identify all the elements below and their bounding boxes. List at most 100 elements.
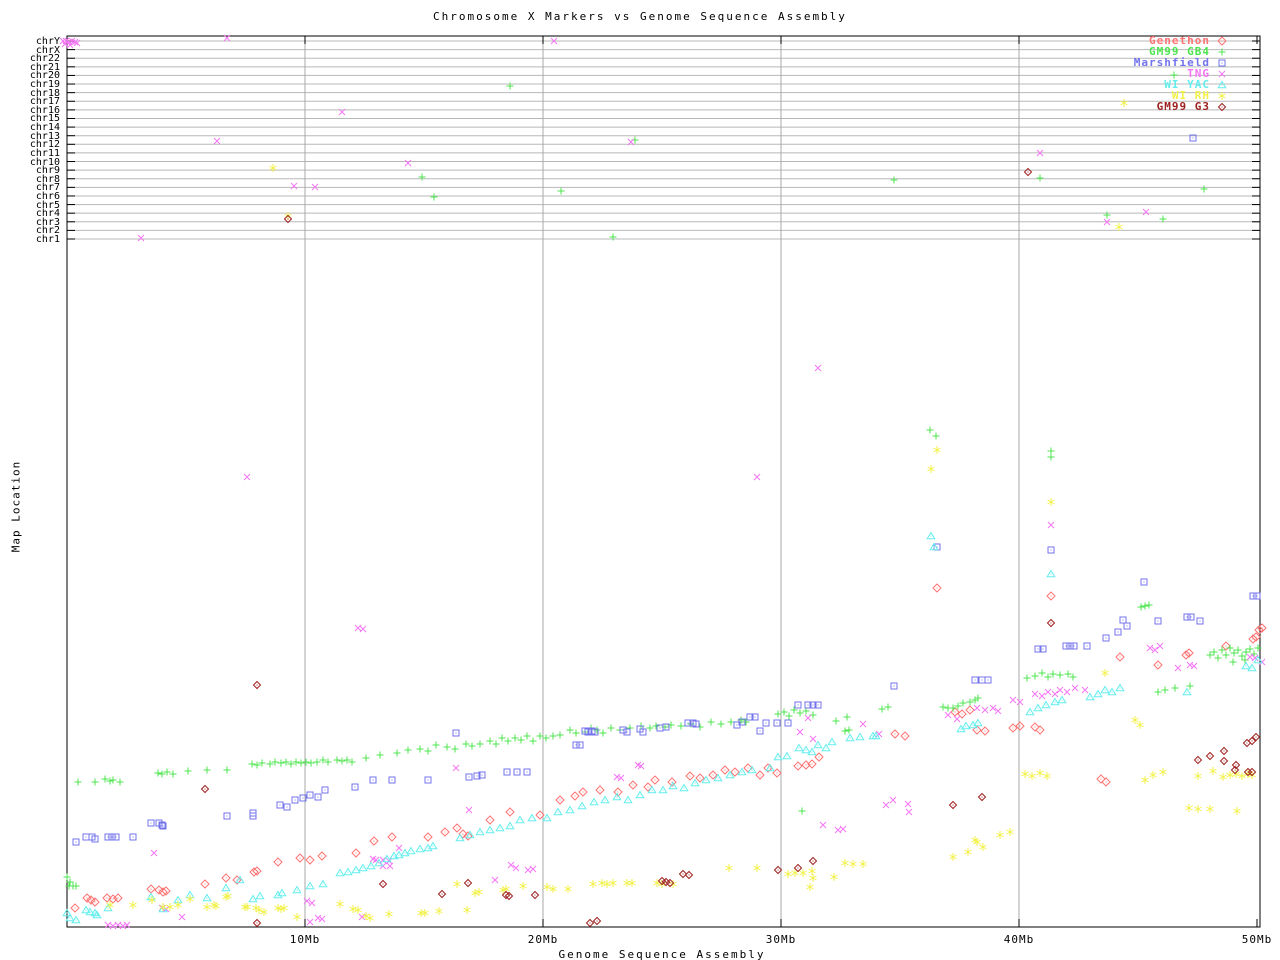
data-point-marker	[276, 801, 284, 809]
data-point-marker	[1120, 99, 1128, 107]
data-point-marker	[266, 760, 274, 768]
data-point-marker	[186, 895, 194, 903]
data-point-marker	[458, 829, 468, 839]
legend-item-wi_rh: WI RH	[900, 90, 1280, 101]
data-point-marker	[794, 743, 804, 752]
data-point-marker	[875, 730, 883, 738]
data-point-marker	[609, 879, 617, 887]
data-point-marker	[59, 37, 67, 45]
data-point-marker	[784, 870, 792, 878]
data-point-marker	[1196, 617, 1204, 625]
data-point-marker	[549, 732, 557, 740]
data-point-marker	[113, 893, 123, 903]
data-point-marker	[1190, 662, 1198, 670]
data-point-marker	[71, 915, 81, 924]
data-point-marker	[994, 707, 1002, 715]
data-point-marker	[964, 848, 972, 856]
data-point-marker	[807, 759, 817, 769]
data-point-marker	[86, 895, 96, 905]
data-point-marker	[647, 785, 657, 794]
data-point-marker	[807, 747, 817, 756]
y-tick-label-chr18: chr18	[29, 87, 60, 99]
data-point-marker	[1038, 669, 1046, 677]
data-point-marker	[424, 776, 432, 784]
data-point-marker	[1205, 751, 1215, 761]
data-point-marker	[299, 794, 307, 802]
y-tick-label-chr11: chr11	[29, 147, 60, 159]
data-point-marker	[1062, 642, 1070, 650]
data-point-marker	[71, 38, 79, 46]
data-point-marker	[451, 745, 459, 753]
data-point-marker	[932, 583, 942, 593]
data-point-marker	[505, 821, 515, 830]
data-point-marker	[549, 885, 557, 893]
data-point-marker	[743, 763, 753, 773]
data-point-marker	[841, 727, 849, 735]
data-point-marker	[977, 792, 987, 802]
data-point-marker	[271, 758, 279, 766]
data-point-marker	[287, 760, 295, 768]
data-point-marker	[169, 770, 177, 778]
data-point-marker	[536, 732, 544, 740]
data-point-marker	[738, 718, 746, 726]
data-point-marker	[1174, 664, 1182, 672]
data-point-marker	[1136, 721, 1144, 729]
data-point-marker	[362, 754, 370, 762]
data-point-marker	[159, 822, 167, 830]
data-point-marker	[623, 795, 633, 804]
data-point-marker	[929, 542, 939, 551]
data-point-marker	[1030, 722, 1040, 732]
data-point-marker	[491, 876, 499, 884]
data-point-marker	[695, 773, 705, 783]
data-point-marker	[1046, 569, 1056, 578]
data-point-marker	[343, 867, 353, 876]
data-point-marker	[530, 890, 540, 900]
data-point-marker	[418, 173, 426, 181]
data-point-marker	[1050, 697, 1060, 706]
data-point-marker	[1069, 673, 1077, 681]
data-point-marker	[1015, 721, 1025, 731]
data-point-marker	[1217, 102, 1227, 112]
data-point-marker	[178, 913, 186, 921]
data-point-marker	[979, 843, 987, 851]
data-point-marker	[174, 901, 182, 909]
data-point-marker	[81, 905, 91, 914]
data-point-marker	[905, 808, 913, 816]
data-point-marker	[1193, 755, 1203, 765]
data-point-marker	[773, 719, 781, 727]
data-point-marker	[753, 473, 761, 481]
data-point-marker	[628, 879, 636, 887]
data-point-marker	[948, 800, 958, 810]
y-tick-label-chr17: chr17	[29, 96, 60, 108]
data-point-marker	[349, 905, 357, 913]
data-point-marker	[475, 888, 483, 896]
x-tick-label-10Mb: 10Mb	[289, 933, 321, 946]
data-point-marker	[159, 903, 167, 911]
data-point-marker	[855, 732, 865, 741]
data-point-marker	[348, 758, 356, 766]
data-point-marker	[290, 182, 298, 190]
data-point-marker	[589, 880, 597, 888]
data-point-marker	[1153, 660, 1163, 670]
data-point-marker	[282, 758, 290, 766]
data-point-marker	[665, 878, 675, 888]
data-point-marker	[485, 825, 495, 834]
data-point-marker	[1248, 634, 1258, 644]
data-point-marker	[319, 756, 327, 764]
data-point-marker	[104, 833, 112, 841]
data-point-marker	[543, 883, 551, 891]
data-point-marker	[306, 791, 314, 799]
data-point-marker	[452, 823, 462, 833]
data-point-marker	[506, 82, 514, 90]
data-point-marker	[1171, 684, 1179, 692]
data-point-marker	[1028, 772, 1036, 780]
data-point-marker	[814, 701, 822, 709]
data-point-marker	[1226, 771, 1234, 779]
legend-label: Marshfield	[1133, 56, 1210, 69]
data-point-marker	[1021, 770, 1029, 778]
y-tick-label-chr12: chr12	[29, 139, 60, 151]
data-point-marker	[1141, 776, 1149, 784]
data-point-marker	[1254, 644, 1262, 652]
data-point-marker	[772, 768, 782, 778]
